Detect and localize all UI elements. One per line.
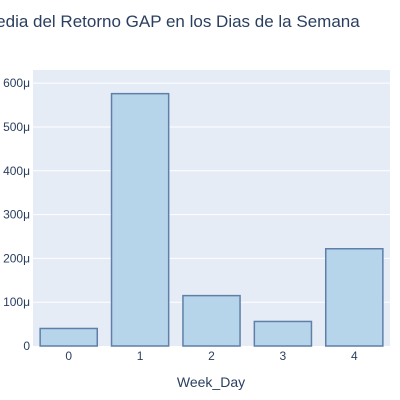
bars [39, 92, 384, 347]
x-tick-label: 2 [208, 349, 215, 363]
x-tick-label: 0 [65, 349, 72, 363]
chart-title: Media del Retorno GAP en los Dias de la … [0, 12, 360, 31]
x-axis-title: Week_Day [177, 374, 245, 390]
x-tick-label: 1 [137, 349, 144, 363]
y-tick-label: 0 [23, 339, 30, 353]
y-tick-label: 600μ [3, 76, 30, 90]
x-tick-label: 3 [280, 349, 287, 363]
y-tick-label: 300μ [3, 208, 30, 222]
bar-weekday-1[interactable] [110, 92, 170, 347]
x-axis-ticks: 0 1 2 3 4 [65, 349, 358, 363]
bar-weekday-0[interactable] [39, 327, 99, 347]
y-axis-ticks: 0 100μ 200μ 300μ 400μ 500μ 600μ [3, 76, 30, 353]
y-tick-label: 500μ [3, 120, 30, 134]
x-tick-label: 4 [351, 349, 358, 363]
y-tick-label: 100μ [3, 295, 30, 309]
bar-weekday-4[interactable] [324, 247, 384, 347]
bar-weekday-2[interactable] [182, 294, 241, 347]
y-tick-label: 400μ [3, 164, 30, 178]
grid-lines [33, 82, 390, 303]
y-tick-label: 200μ [3, 251, 30, 265]
bar-weekday-3[interactable] [253, 320, 313, 347]
